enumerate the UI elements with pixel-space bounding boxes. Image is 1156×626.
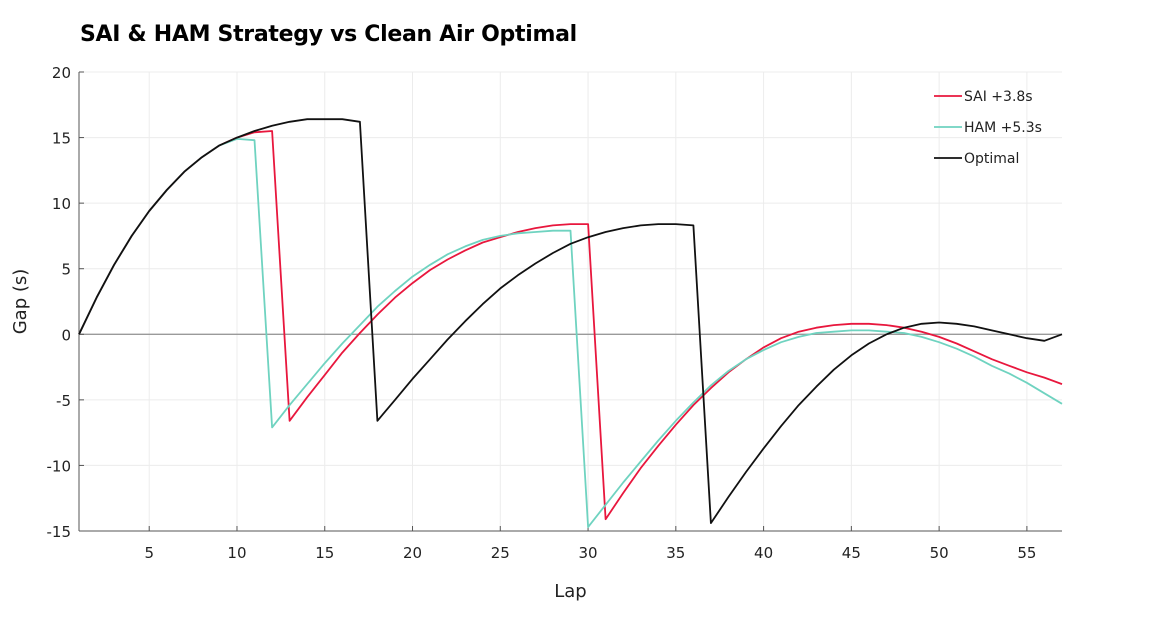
x-tick-label: 10 <box>227 544 246 562</box>
x-tick-label: 45 <box>842 544 861 562</box>
chart-title: SAI & HAM Strategy vs Clean Air Optimal <box>80 22 577 47</box>
y-axis-title: Gap (s) <box>10 269 31 335</box>
x-tick-label: 50 <box>930 544 949 562</box>
legend-label: Optimal <box>964 151 1019 167</box>
series-line-ham <box>78 138 1063 528</box>
y-tick-label: -15 <box>47 523 72 541</box>
x-tick-label: 25 <box>491 544 510 562</box>
legend: SAI +3.8s HAM +5.3s Optimal <box>934 89 1042 167</box>
x-tick-label: 5 <box>144 544 154 562</box>
y-tick-label: 15 <box>52 130 71 148</box>
series-layer <box>78 118 1063 528</box>
series-line-optimal <box>78 118 1063 524</box>
y-tick-label: 10 <box>52 195 71 213</box>
axis-layer: 5 10 15 20 25 30 35 40 45 50 55 -15 -10 -5 0 5 10 15 20 <box>47 64 1062 562</box>
y-tick-label: 0 <box>61 326 71 344</box>
x-tick-label: 30 <box>579 544 598 562</box>
grid-layer <box>79 71 1062 532</box>
x-tick-label: 40 <box>754 544 773 562</box>
legend-label: SAI +3.8s <box>964 89 1033 105</box>
x-axis-title: Lap <box>554 581 586 602</box>
y-tick-label: -5 <box>56 392 71 410</box>
y-tick-label: 5 <box>61 261 71 279</box>
x-tick-label: 55 <box>1017 544 1036 562</box>
y-tick-label: -10 <box>47 457 72 475</box>
x-tick-label: 35 <box>666 544 685 562</box>
x-tick-label: 15 <box>315 544 334 562</box>
y-tick-label: 20 <box>52 64 71 82</box>
legend-label: HAM +5.3s <box>964 120 1042 136</box>
x-tick-label: 20 <box>403 544 422 562</box>
